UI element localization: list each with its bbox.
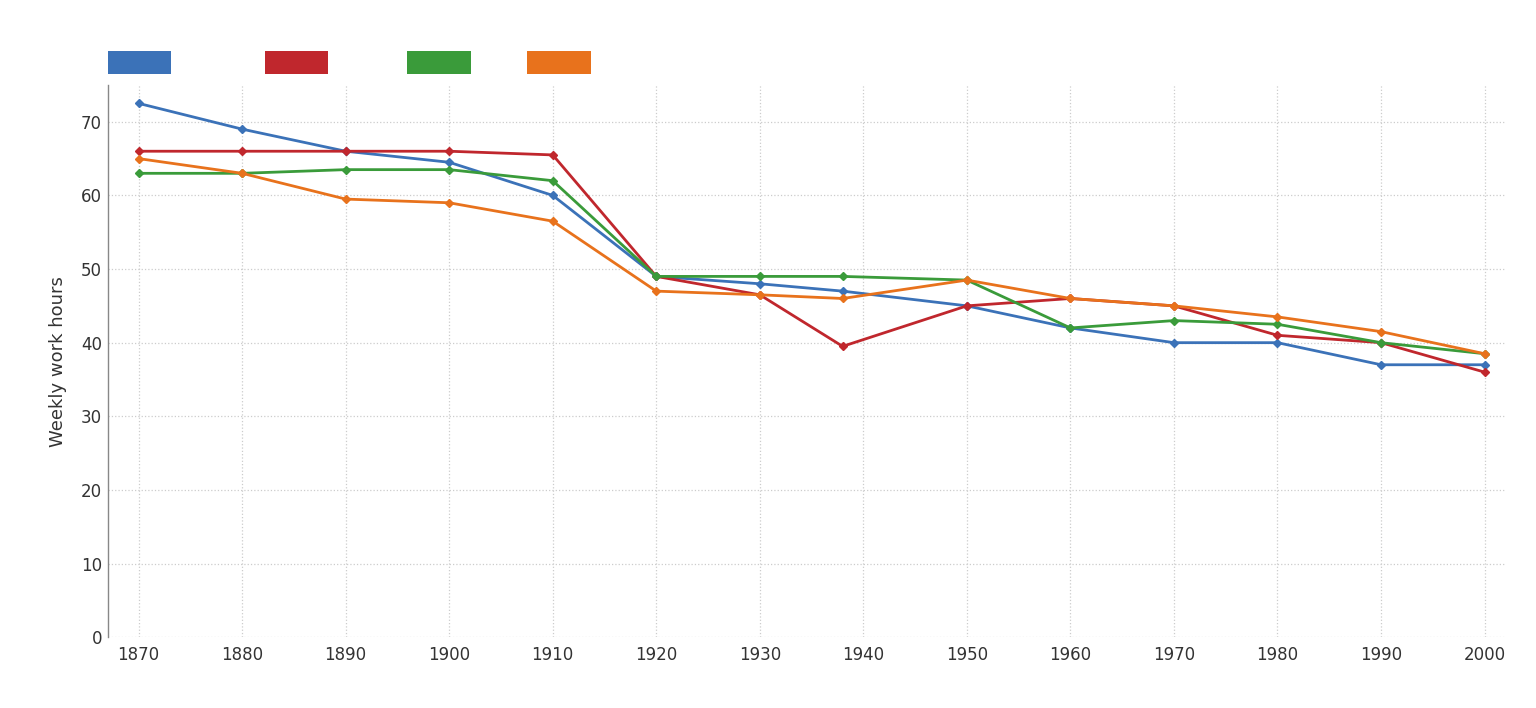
France [1061,295,1080,303]
Italy [1164,316,1183,325]
Italy [957,276,975,285]
Italy [544,176,562,185]
Belgium [1164,338,1183,347]
France [1269,331,1287,340]
Belgium [647,272,665,280]
Switzerland [1372,327,1390,336]
France [233,147,252,156]
Belgium [1269,338,1287,347]
Italy [751,272,770,280]
Italy [1061,324,1080,332]
Switzerland [233,169,252,178]
Switzerland [957,276,975,285]
Italy [834,272,852,280]
Switzerland [336,195,355,203]
Switzerland [1269,313,1287,321]
Italy [129,169,147,178]
Belgium [834,287,852,295]
Switzerland [647,287,665,295]
France [336,147,355,156]
France [544,151,562,159]
France [129,147,147,156]
Switzerland [1164,302,1183,310]
Line: Switzerland: Switzerland [135,156,1487,357]
Italy [233,169,252,178]
France [1372,338,1390,347]
France [439,147,458,156]
Legend: Belgium, France, Italy, Switzerland: Belgium, France, Italy, Switzerland [108,51,719,74]
Belgium [751,280,770,288]
Switzerland [544,217,562,225]
Belgium [544,191,562,200]
France [1476,368,1495,377]
Belgium [129,99,147,108]
Belgium [1372,360,1390,369]
France [957,302,975,310]
Belgium [1061,324,1080,332]
Belgium [439,158,458,166]
Italy [1476,350,1495,358]
Line: France: France [135,149,1487,375]
Switzerland [129,154,147,163]
France [1164,302,1183,310]
Belgium [336,147,355,156]
France [647,272,665,280]
Line: Italy: Italy [135,167,1487,357]
Italy [1269,320,1287,329]
Switzerland [439,198,458,207]
Y-axis label: Weekly work hours: Weekly work hours [49,275,68,447]
Line: Belgium: Belgium [135,101,1487,367]
Switzerland [751,290,770,299]
France [834,342,852,350]
Italy [1372,338,1390,347]
Italy [336,166,355,174]
Switzerland [834,295,852,303]
Switzerland [1061,295,1080,303]
Belgium [233,125,252,133]
Italy [439,166,458,174]
Belgium [957,302,975,310]
France [751,290,770,299]
Belgium [1476,360,1495,369]
Switzerland [1476,350,1495,358]
Italy [647,272,665,280]
